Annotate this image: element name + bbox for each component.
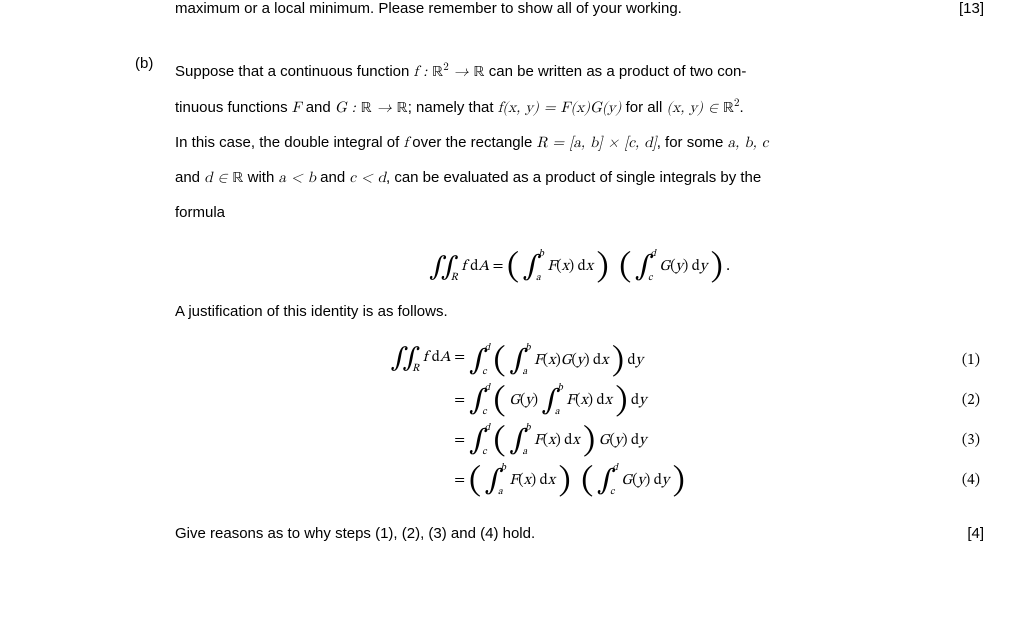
t: with: [243, 169, 278, 186]
l: d: [485, 343, 490, 353]
math-R: R = [a, b] × [c, d]: [537, 135, 657, 150]
part-b-body: Suppose that a continuous function f : ℝ…: [175, 55, 984, 552]
l: b: [539, 249, 544, 259]
line-1: Suppose that a continuous function f : ℝ…: [175, 55, 984, 91]
eqnum-4: (4): [962, 473, 984, 488]
t: and: [175, 169, 204, 186]
math-inR2: (x, y) ∈ ℝ2: [666, 100, 739, 115]
l: a: [522, 367, 527, 377]
l: b: [501, 463, 506, 473]
eqnum-1: (1): [962, 353, 984, 368]
math-ab: a < b: [278, 170, 316, 185]
l: d: [613, 463, 618, 473]
eqnum-2: (2): [962, 393, 984, 408]
t: and: [316, 169, 349, 186]
justify-line: A justification of this identity is as f…: [175, 295, 984, 330]
l: c: [648, 273, 652, 283]
l: c: [482, 367, 486, 377]
marks-13: [13]: [959, 0, 984, 17]
math-fR2R: f : ℝ2 → ℝ: [414, 64, 485, 79]
eq-step-2: = ∫cd ( G(y) ∫ab F(x) dx ) dy (2): [175, 383, 984, 417]
l: d: [485, 423, 490, 433]
l: c: [482, 407, 486, 417]
math-abc: a, b, c: [728, 135, 769, 150]
l: d: [651, 249, 656, 259]
math-dR: d ∈ ℝ: [204, 170, 243, 185]
l: b: [525, 423, 530, 433]
eq-step-3: = ∫cd ( ∫ab F(x) dx ) G(y) dy (3): [175, 423, 984, 457]
line-3: In this case, the double integral of f o…: [175, 126, 984, 161]
l: a: [522, 447, 527, 457]
t: .: [740, 99, 744, 116]
t: for all: [621, 99, 666, 116]
dot: .: [726, 259, 730, 274]
line-4: and d ∈ ℝ with a < b and c < d, can be e…: [175, 161, 984, 197]
eq-step-1: ∫∫R f dA = ∫cd ( ∫ab F(x)G(y) dx ) dy (1…: [175, 343, 984, 377]
sub-R: R: [412, 363, 419, 374]
display-formula-main: ∫∫R f dA = ( ∫ab F(x) dx ) ( ∫cd G(y) dy…: [175, 249, 984, 283]
fragment-text: maximum or a local minimum. Please remem…: [175, 0, 682, 17]
l: c: [482, 447, 486, 457]
l: b: [525, 343, 530, 353]
eq-step-4: = ( ∫ab F(x) dx ) ( ∫cd G(y) dy ) (4): [175, 463, 984, 497]
t: tinuous functions: [175, 99, 292, 116]
l: a: [555, 407, 560, 417]
part-b-label: (b): [135, 55, 175, 72]
derivation: ∫∫R f dA = ∫cd ( ∫ab F(x)G(y) dx ) dy (1…: [175, 343, 984, 497]
l: a: [536, 273, 541, 283]
t: , for some: [657, 134, 728, 151]
l: b: [558, 383, 563, 393]
t: can be written as a product of two con-: [485, 63, 747, 80]
line-5: formula: [175, 196, 984, 231]
l: c: [610, 487, 614, 497]
part-b: (b) Suppose that a continuous function f…: [0, 55, 1024, 552]
eqnum-3: (3): [962, 433, 984, 448]
line-2: tinuous functions F and G : ℝ → ℝ; namel…: [175, 91, 984, 127]
math-cd: c < d: [349, 170, 386, 185]
t: over the rectangle: [408, 134, 536, 151]
math-fxy: f(x, y) = F(x)G(y): [498, 100, 622, 115]
math-FG: F: [292, 100, 302, 115]
sub-R: R: [451, 272, 458, 283]
question-line: Give reasons as to why steps (1), (2), (…: [175, 517, 984, 552]
prev-question-fragment: maximum or a local minimum. Please remem…: [0, 0, 1024, 17]
question-text: Give reasons as to why steps (1), (2), (…: [175, 517, 535, 552]
marks-4: [4]: [967, 517, 984, 552]
l: a: [498, 487, 503, 497]
t: Suppose that a continuous function: [175, 63, 414, 80]
l: d: [485, 383, 490, 393]
t: ; namely that: [408, 99, 498, 116]
t: In this case, the double integral of: [175, 134, 403, 151]
t: , can be evaluated as a product of singl…: [386, 169, 761, 186]
